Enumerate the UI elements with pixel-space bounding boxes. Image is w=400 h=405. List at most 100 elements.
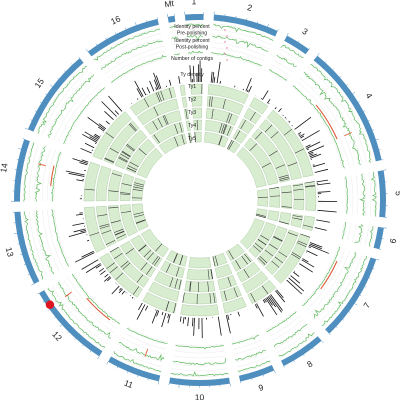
ty-density-bar [291,276,300,284]
ty-density-bar [275,107,276,109]
tick-mark [329,334,330,335]
tick-mark [86,49,88,51]
identity-line-2 [36,211,53,275]
tick-mark [105,38,106,39]
tick-mark [64,71,65,72]
tick-mark [24,264,26,265]
ty-density-bar [94,135,99,138]
track-grid [213,29,272,44]
ty3-box [185,281,215,292]
tick-mark [360,295,361,296]
ty-density-bar [299,135,300,136]
ty4-box [215,264,232,278]
track-label: Number of contigs [171,56,214,62]
track-label: Ty density [180,72,204,78]
identity-line-1 [369,226,373,246]
track-label: Identity percent [174,38,210,44]
tick-mark [287,33,288,36]
track-grid [54,209,69,265]
identity-line-2 [274,324,307,347]
track-grid [280,49,300,62]
tick-mark [376,259,379,260]
ideogram-Mt [168,16,176,23]
ideogram-5 [378,170,386,217]
ty-density-bar [269,103,270,104]
chromosome-label: 3 [300,26,310,37]
ty-density-bar [217,62,220,83]
tick-mark [365,286,366,287]
ty-density-bar [238,312,240,317]
ty-density-bar [137,304,145,319]
ty-density-bar [102,102,117,117]
ty-density-bar [69,173,85,176]
guide-dot [224,53,225,54]
tick-mark [167,14,168,17]
tick-mark [54,317,55,318]
ty-density-bar [138,303,142,310]
ty-density-bar [262,91,268,100]
ty-density-bar [285,117,286,118]
ty-density-bar [246,78,252,91]
ty3-box [281,185,292,208]
track-grid [365,226,369,246]
tick-mark [278,30,279,31]
tick-mark [364,111,365,112]
ty-density-bar [87,240,89,241]
track-grid [58,83,101,142]
chromosome-label: 6 [388,237,399,244]
ty-density-bar [313,165,315,166]
track-grid [172,364,226,366]
tick-mark [23,139,25,140]
ty-density-bar [169,80,170,86]
ty-density-bar [295,117,311,129]
guide-dot [226,47,227,48]
ty-density-bar [315,169,328,172]
identity-line-3 [269,69,286,80]
ty-density-bar [302,259,308,262]
identity-line-3 [188,51,203,53]
tick-mark [98,356,100,359]
identity-line-3 [176,345,224,349]
tick-mark [343,319,344,320]
highlight-mark [38,164,46,166]
tick-mark [349,312,350,313]
ty-density-bar [228,315,229,320]
tick-mark [368,120,369,121]
ty-density-bar [96,265,101,269]
tick-mark [107,362,108,365]
ty-density-bar [88,117,105,130]
tick-mark [355,303,357,305]
identity-line-1 [171,372,229,376]
ty-density-bar [85,143,94,148]
ty-density-bar [293,272,299,276]
track-label: Ty5 [188,136,196,142]
track-grid [68,277,118,329]
ty-density-bar [247,90,248,92]
ty-density-bar [188,317,189,326]
ty-density-bar [152,310,157,323]
tick-mark [82,345,83,346]
tick-mark [158,381,159,384]
track-grid [352,224,356,242]
track-grid [42,210,59,271]
track-label: Pre-polishing [177,31,207,37]
ty4-box [269,187,280,207]
ty-density-bar [315,228,327,231]
ty3-box [279,212,291,224]
ty-density-bar [122,291,125,294]
chromosome-label: 9 [257,382,265,393]
ty-density-bar [298,132,301,134]
tick-mark [373,269,374,270]
tick-mark [38,293,39,294]
ideogram-1 [185,14,204,21]
tick-mark [284,366,285,367]
track-grid [175,351,225,353]
tick-mark [43,301,44,302]
ty-density-bar [76,180,83,181]
tick-mark [117,367,118,368]
tick-mark [325,61,326,62]
chromosome-label: 5 [394,191,400,196]
ty-density-bar [86,263,100,272]
identity-line-2 [360,174,365,216]
tick-mark [137,375,138,377]
